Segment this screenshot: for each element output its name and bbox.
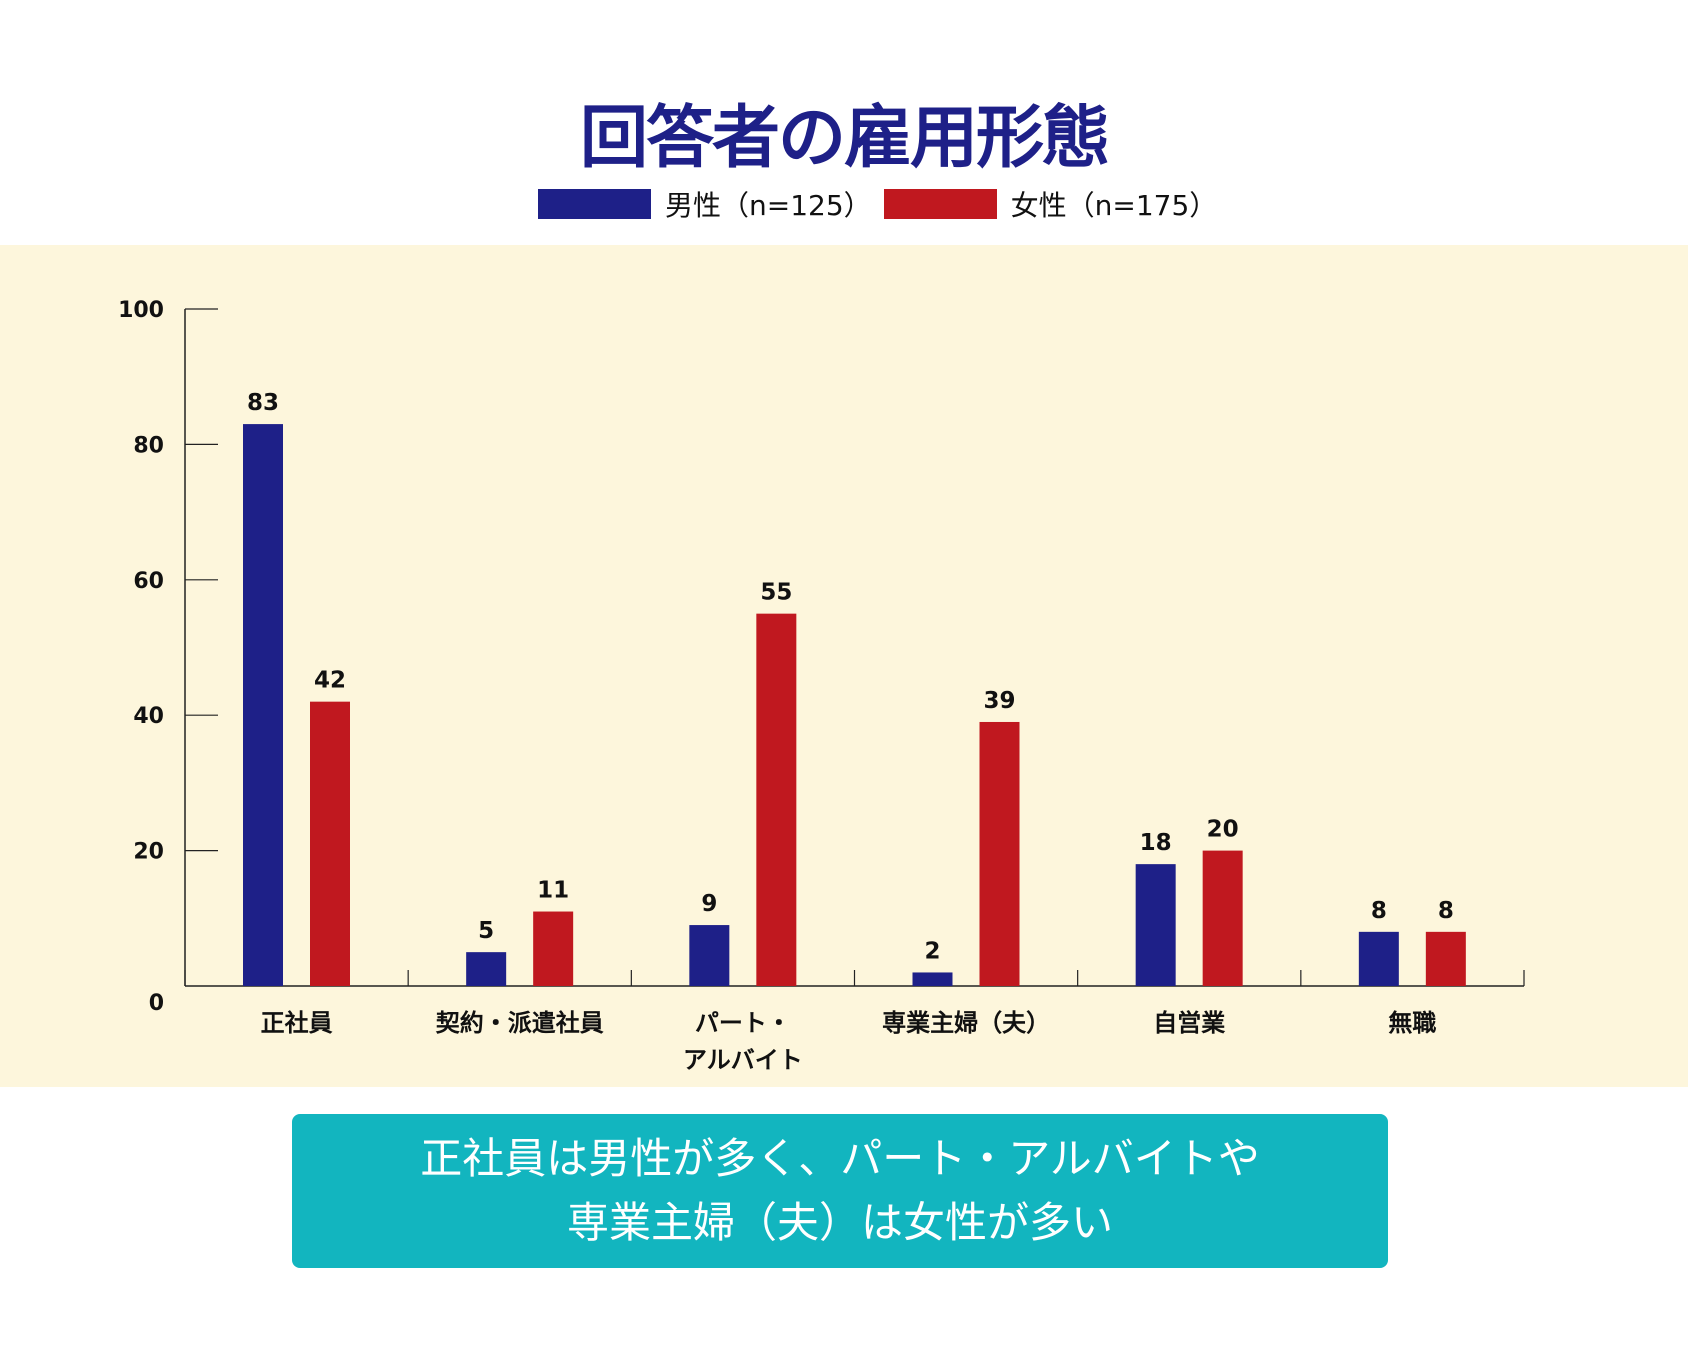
legend-label-male: 男性（n=125） [665, 189, 872, 222]
legend-swatch-female [883, 189, 997, 219]
x-tick-label: 自営業 [1153, 1009, 1225, 1037]
legend-swatch-male [538, 189, 651, 219]
bar-male [689, 925, 730, 986]
legend-label-female: 女性（n=175） [1010, 189, 1218, 222]
bar-female [1425, 931, 1466, 986]
data-label: 11 [537, 878, 569, 904]
x-tick-label: パート・ [695, 1009, 791, 1037]
x-tick-label: 専業主婦（夫） [882, 1009, 1050, 1037]
data-label: 42 [314, 668, 346, 694]
data-label: 8 [1371, 898, 1387, 924]
y-tick-label: 20 [133, 840, 164, 865]
bar-male [1358, 931, 1399, 986]
y-tick-label: 40 [133, 704, 164, 729]
summary-line-2: 専業主婦（夫）は女性が多い [566, 1198, 1113, 1247]
bar-female [979, 721, 1020, 986]
data-label: 20 [1207, 817, 1239, 843]
bar-male [912, 972, 953, 986]
data-label: 83 [247, 390, 279, 416]
bar-male [243, 424, 283, 987]
x-tick-label: 契約・派遣社員 [436, 1009, 604, 1037]
data-label: 39 [983, 688, 1015, 714]
bar-chart: 0 20 40 60 80 100 83 42 正社員 5 11 契約・派遣社員 9 55 パート・アルバイ… [118, 298, 1525, 1074]
y-tick-label: 80 [133, 433, 164, 458]
data-label: 9 [701, 891, 717, 917]
bar-female [1202, 850, 1243, 986]
data-label: 5 [478, 918, 494, 944]
legend: 男性（n=125） 女性（n=175） [538, 188, 1229, 222]
data-label: 2 [924, 938, 940, 964]
data-label: 18 [1140, 830, 1172, 856]
x-tick-label: 正社員 [261, 1009, 333, 1037]
y-tick-label: 0 [149, 991, 164, 1016]
bar-male [1135, 864, 1176, 986]
bar-male [466, 952, 507, 986]
x-tick-label: 無職 [1388, 1009, 1436, 1037]
chart-panel: 0 20 40 60 80 100 83 42 正社員 5 11 契約・派遣社員 9 55 パート・アルバイ… [0, 245, 1688, 1087]
bar-female [756, 613, 797, 986]
bar-female [310, 701, 350, 986]
chart-title: 回答者の雇用形態 [579, 99, 1110, 178]
y-tick-label: 100 [118, 298, 164, 323]
data-label: 55 [760, 580, 792, 606]
y-tick-label: 60 [133, 569, 164, 594]
summary-line-1: 正社員は男性が多く、パート・アルバイトや [420, 1134, 1260, 1183]
summary-box: 正社員は男性が多く、パート・アルバイトや 専業主婦（夫）は女性が多い [292, 1114, 1388, 1268]
bar-female [533, 911, 574, 986]
x-tick-label: アルバイト [683, 1046, 803, 1074]
data-label: 8 [1438, 898, 1454, 924]
